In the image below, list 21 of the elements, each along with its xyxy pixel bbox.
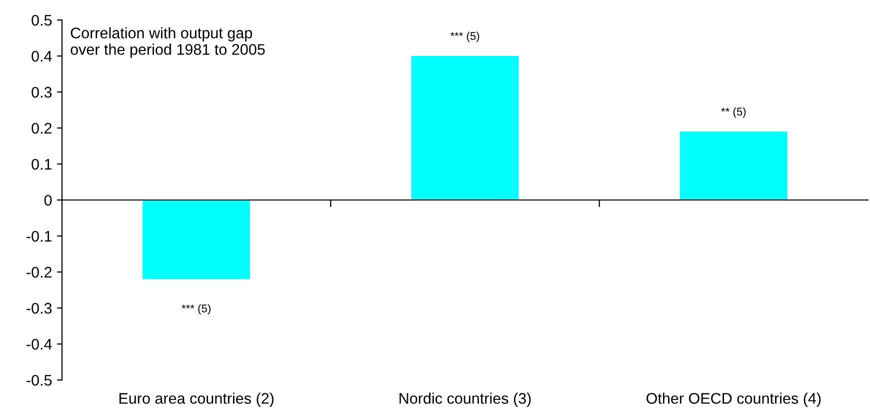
y-tick-label: -0.3	[26, 302, 52, 314]
x-tick-label: Nordic countries (3)	[400, 392, 531, 407]
y-tick-label: -0.4	[26, 338, 52, 350]
annotation: ** (5)	[721, 107, 746, 118]
y-tick-label: -0.5	[26, 374, 52, 386]
y-tick-label: 0.3	[32, 86, 52, 98]
y-tick-label: 0.5	[32, 14, 52, 26]
text: Correlation with output gap over the period 1981 to 2005	[70, 27, 265, 58]
y-tick-label: 0	[44, 194, 52, 206]
y-tick-label: 0.2	[32, 122, 52, 134]
bar	[411, 56, 519, 200]
y-tick-label: 0.4	[32, 50, 52, 62]
y-tick-label: 0.1	[32, 158, 52, 170]
y-tick-label: -0.1	[26, 230, 52, 242]
y-tick-label: -0.2	[26, 266, 52, 278]
annotation: *** (5)	[182, 304, 210, 315]
bar	[680, 132, 788, 200]
bar	[142, 200, 250, 280]
annotation: *** (5)	[450, 32, 480, 42]
x-tick-label: Other OECD countries (4)	[646, 392, 821, 407]
x-tick-label: Euro area countries (2)	[119, 392, 274, 407]
